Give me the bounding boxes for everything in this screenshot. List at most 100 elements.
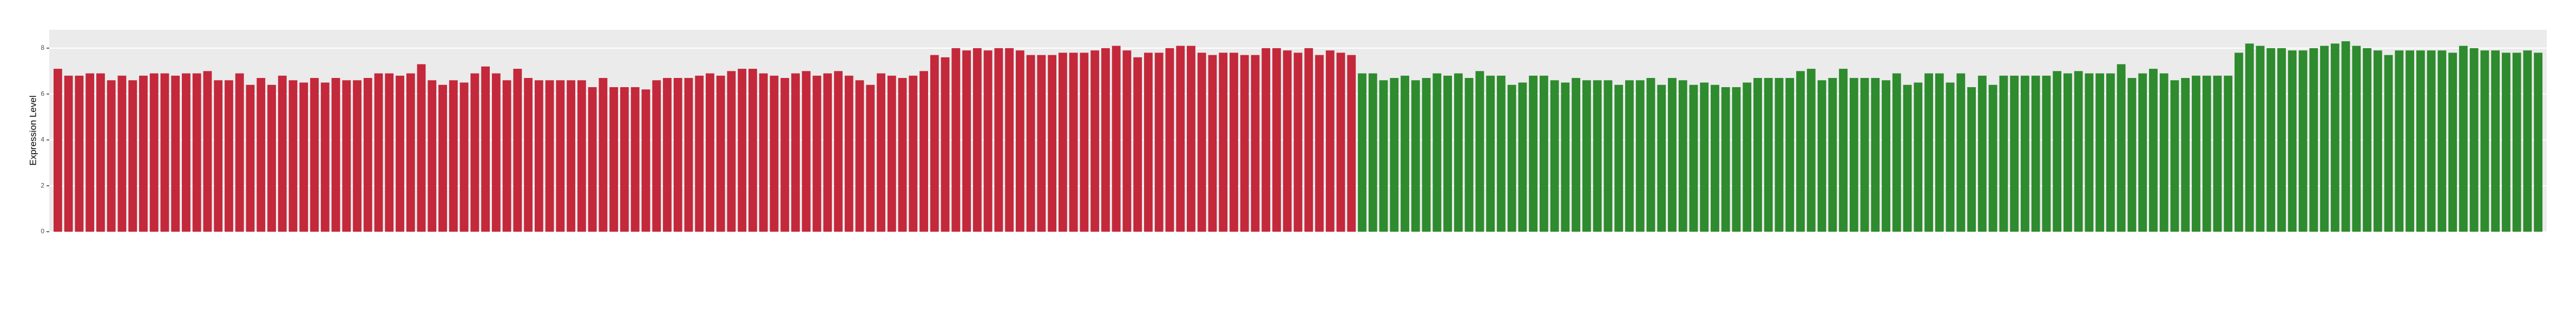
bar: [2341, 41, 2350, 232]
bar: [96, 73, 105, 232]
bar: [1796, 71, 1805, 232]
bar: [791, 73, 800, 232]
bar: [225, 80, 233, 232]
bar: [2448, 53, 2457, 232]
bar: [1764, 78, 1773, 232]
bar: [128, 80, 137, 232]
bar: [801, 71, 811, 232]
bar: [1635, 80, 1645, 232]
bar: [1048, 55, 1057, 232]
y-axis-label: Expression Level: [28, 95, 38, 165]
bar: [1518, 82, 1527, 232]
bar: [972, 48, 982, 232]
bar: [1112, 45, 1121, 232]
bar: [2085, 73, 2094, 232]
bar: [2523, 50, 2532, 232]
bar: [2373, 50, 2382, 232]
bar: [748, 69, 757, 232]
bar: [812, 75, 822, 232]
bar: [1871, 78, 1880, 232]
y-tick-label: 4: [41, 136, 44, 143]
bar: [2469, 48, 2479, 232]
bar: [117, 75, 127, 232]
bar: [994, 48, 1003, 232]
bar: [53, 69, 62, 232]
bar: [2298, 50, 2308, 232]
bar: [1785, 78, 1795, 232]
bar: [2395, 50, 2404, 232]
bar: [2512, 53, 2521, 232]
bar: [1657, 84, 1666, 232]
bar: [2117, 64, 2126, 232]
bar: [1977, 75, 1987, 232]
bar: [1154, 53, 1164, 232]
bar: [1967, 87, 1976, 232]
bar: [2010, 75, 2019, 232]
bar: [941, 57, 950, 232]
bar: [2031, 75, 2040, 232]
bar: [641, 89, 650, 232]
bar: [1561, 82, 1570, 232]
bar: [898, 78, 907, 232]
bar: [1743, 82, 1752, 232]
bar: [620, 87, 629, 232]
bar: [1924, 73, 1933, 232]
bar: [2149, 69, 2158, 232]
bar: [727, 71, 736, 232]
bar: [342, 80, 351, 232]
bar: [1604, 80, 1613, 232]
bar: [556, 80, 565, 232]
bar: [149, 73, 159, 232]
y-tick-label: 0: [41, 227, 44, 235]
bar: [1422, 78, 1431, 232]
bar: [1753, 78, 1762, 232]
bar: [1293, 53, 1303, 232]
bar: [2309, 48, 2318, 232]
bar: [2224, 75, 2233, 232]
bar: [2330, 43, 2340, 232]
bar: [192, 73, 201, 232]
y-tick-label: 2: [41, 181, 44, 189]
bar: [1208, 55, 1217, 232]
bar: [491, 73, 501, 232]
bar: [877, 73, 885, 232]
y-tick-label: 6: [41, 90, 44, 97]
bar: [930, 55, 939, 232]
bar: [1272, 48, 1281, 232]
bar: [823, 73, 832, 232]
bar: [834, 71, 843, 232]
bar: [1080, 53, 1089, 232]
bar: [2095, 73, 2105, 232]
bar: [1304, 48, 1313, 232]
bar: [567, 80, 576, 232]
bar: [385, 73, 394, 232]
bar: [770, 75, 779, 232]
bar: [1775, 78, 1784, 232]
bar: [2192, 75, 2200, 232]
bar: [353, 80, 362, 232]
bar: [1828, 78, 1837, 232]
bar: [1454, 73, 1463, 232]
bar: [2053, 71, 2062, 232]
bar: [983, 50, 993, 232]
bar: [1101, 48, 1110, 232]
bar: [1133, 57, 1142, 232]
bar: [1839, 69, 1848, 232]
bar: [1956, 73, 1966, 232]
bar: [1240, 55, 1249, 232]
bar: [524, 78, 533, 232]
bar: [64, 75, 73, 232]
bar: [2256, 45, 2265, 232]
bar: [1432, 73, 1442, 232]
bar: [1090, 50, 1100, 232]
bar: [866, 84, 875, 232]
bar: [374, 73, 383, 232]
bar: [1614, 84, 1624, 232]
bar: [1144, 53, 1153, 232]
bar: [1550, 80, 1559, 232]
bar: [599, 78, 608, 232]
bar: [1700, 82, 1709, 232]
bar: [1882, 80, 1890, 232]
bar: [406, 73, 415, 232]
bar: [396, 75, 404, 232]
